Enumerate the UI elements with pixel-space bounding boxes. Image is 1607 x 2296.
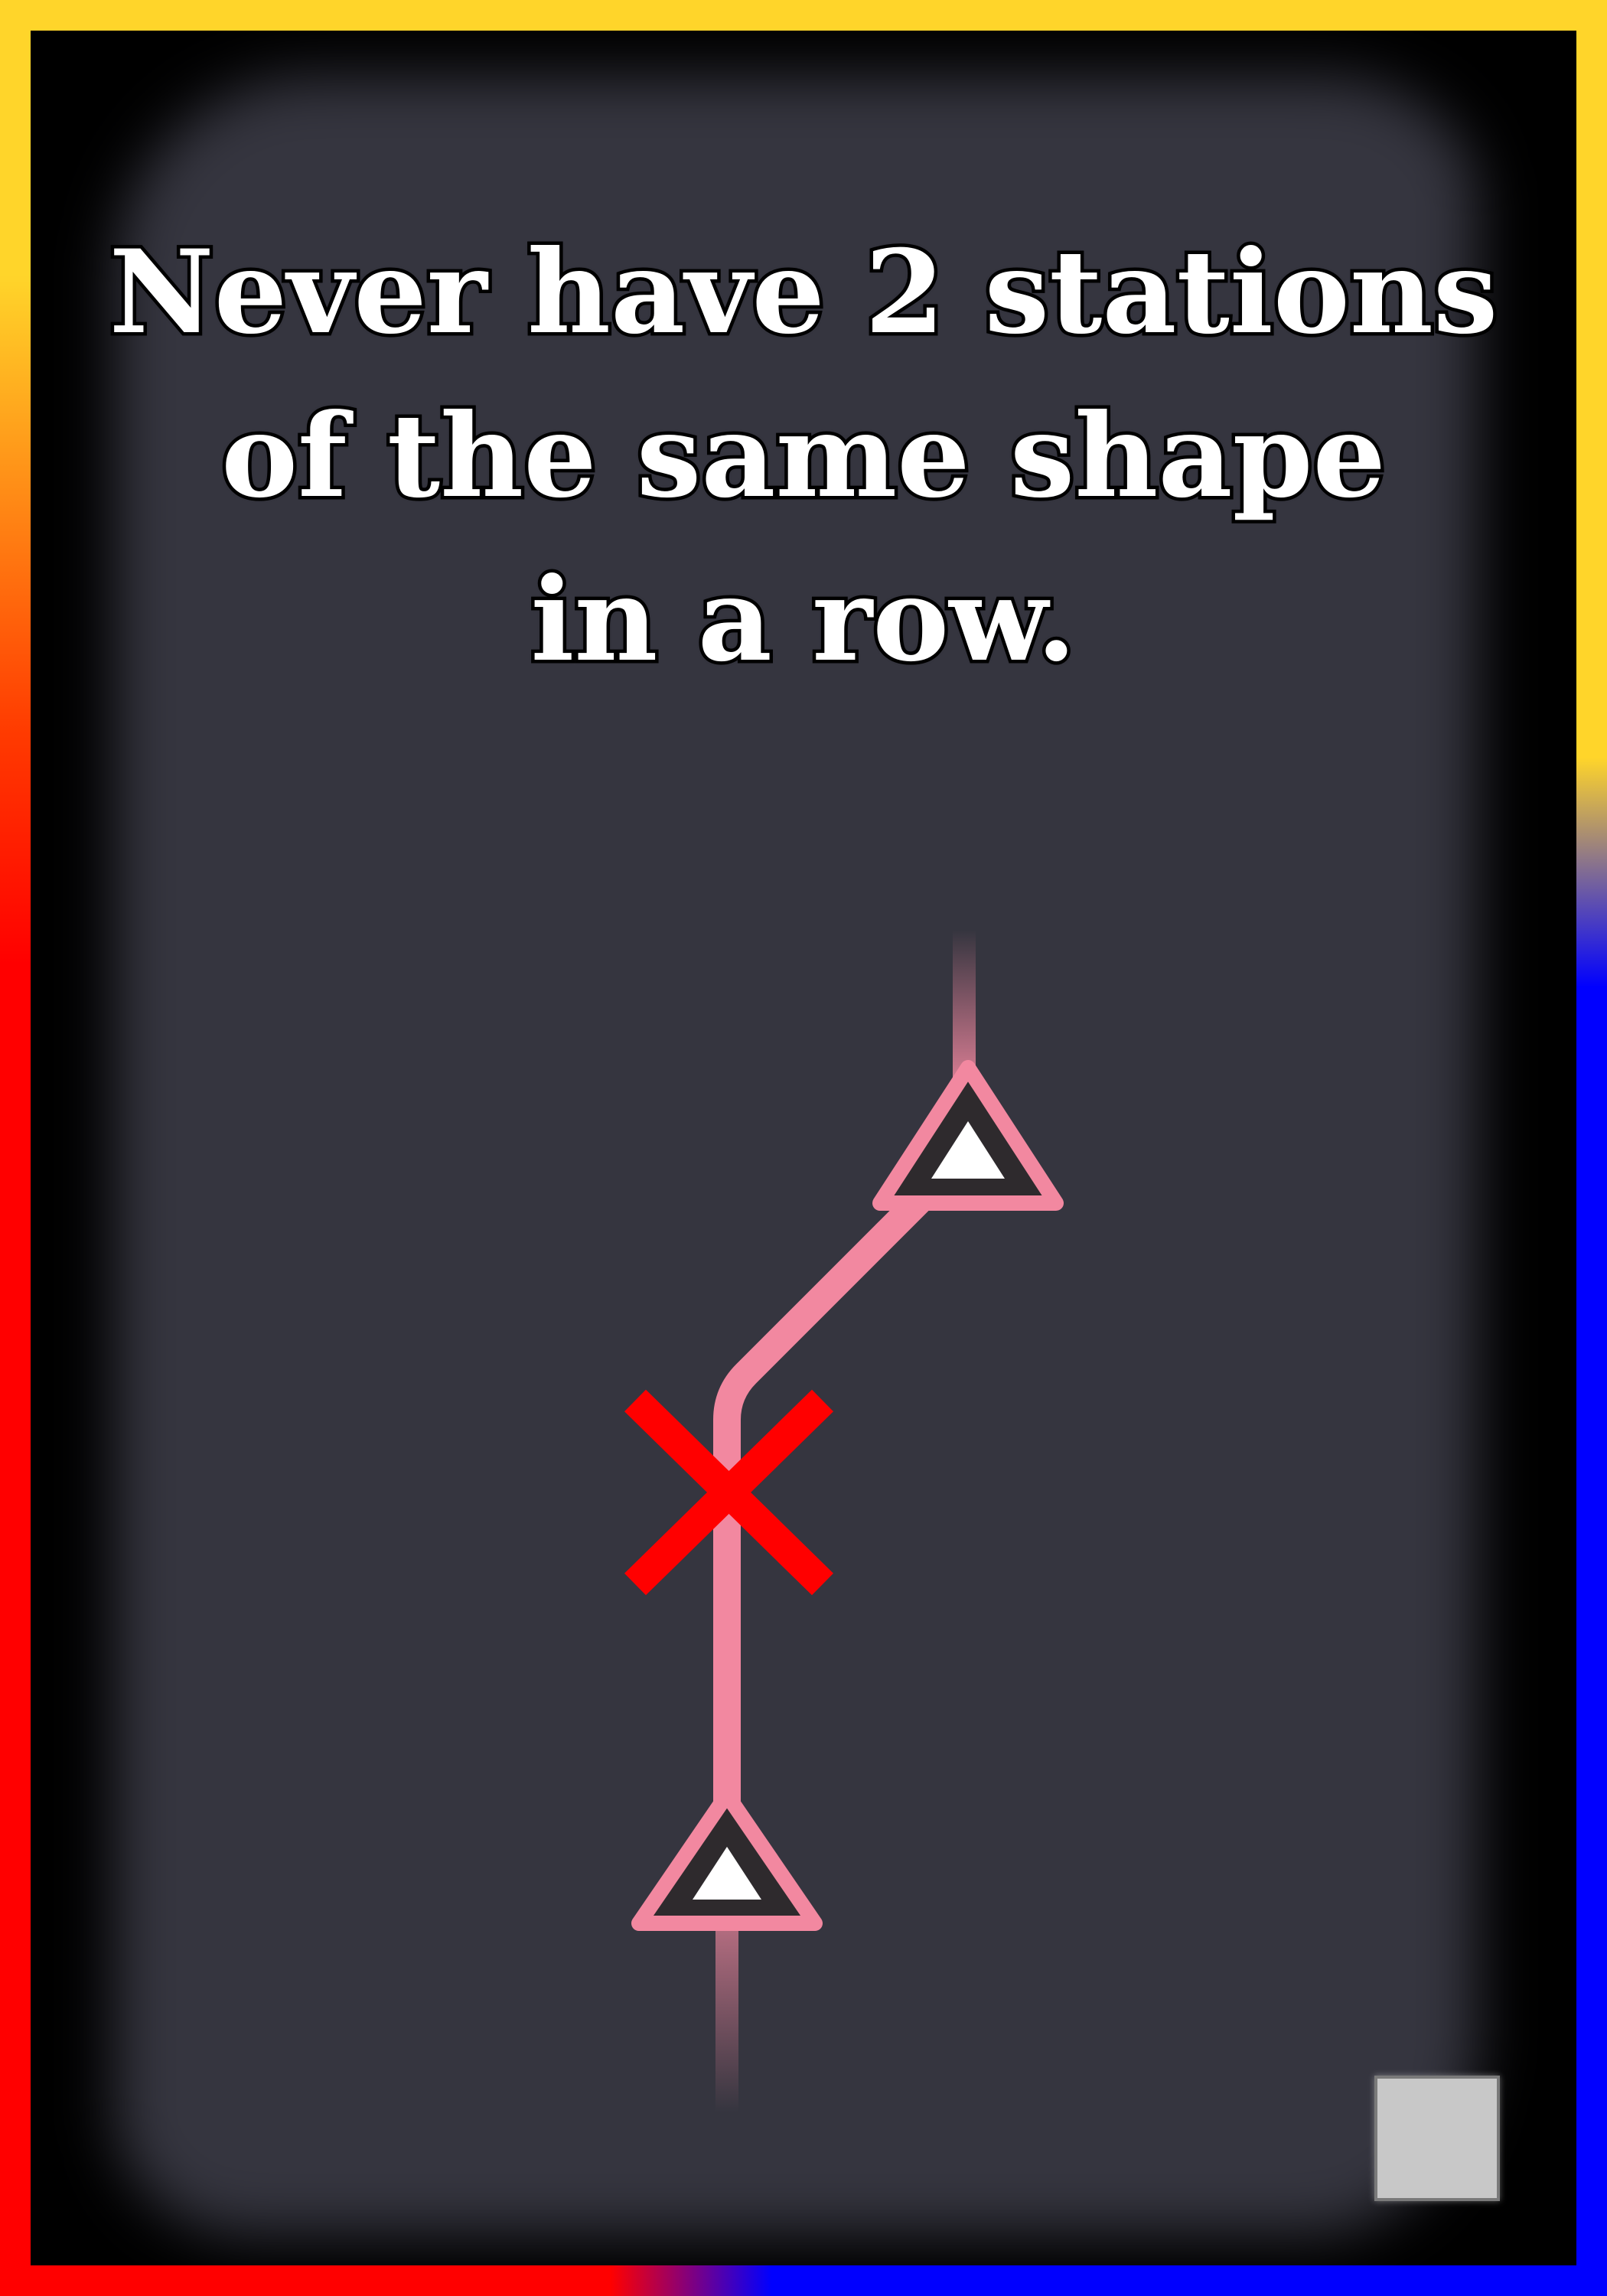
rule-text: Never have 2 stations of the same shape … <box>46 210 1561 702</box>
lower-station <box>631 1787 823 1931</box>
red-x-icon <box>624 1389 833 1596</box>
play-area-panel <box>115 77 1477 2235</box>
rule-line-1: Never have 2 stations <box>106 222 1501 364</box>
rule-line-3: in a row. <box>527 550 1080 691</box>
upper-station <box>872 1060 1064 1211</box>
triangle-station-inner-icon <box>931 1121 1005 1179</box>
card-background <box>31 31 1576 2265</box>
metro-line-segment <box>713 1102 978 1837</box>
square-token-icon <box>1374 2076 1500 2201</box>
rule-line-2: of the same shape <box>218 386 1390 527</box>
triangle-station-inner-icon <box>693 1847 761 1900</box>
